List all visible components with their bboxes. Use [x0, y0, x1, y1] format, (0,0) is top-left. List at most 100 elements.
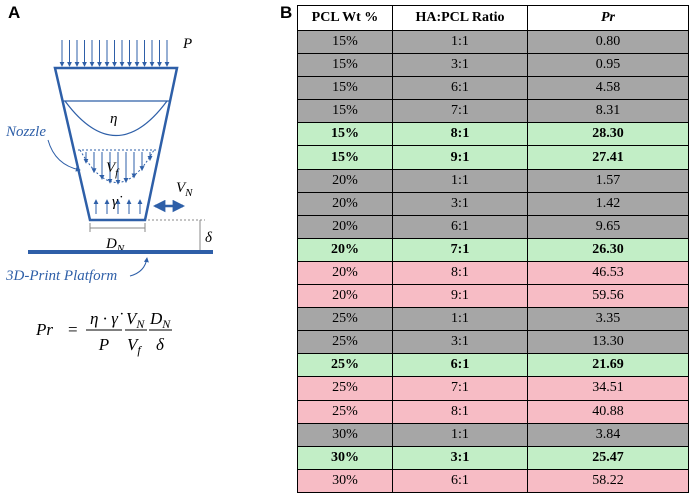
- table-cell: 8.31: [527, 99, 689, 124]
- formula-lhs: Pr: [35, 320, 53, 339]
- panel-label: B: [280, 3, 292, 22]
- table-cell: 46.53: [527, 260, 689, 286]
- table-cell: 4.58: [527, 76, 689, 101]
- table-cell: 25%: [297, 330, 393, 355]
- table-row: 25% 6:1 21.69: [297, 353, 689, 378]
- load-label: P: [182, 36, 192, 52]
- subscript: f: [115, 167, 120, 179]
- table-row: 30% 1:1 3.84: [297, 422, 689, 447]
- table-cell: 20%: [297, 260, 393, 286]
- table-cell: 15%: [297, 145, 393, 170]
- table-cell: 28.30: [527, 122, 689, 147]
- column-header: Pr: [527, 5, 689, 31]
- table-cell: 25%: [297, 353, 393, 378]
- table-cell: 59.56: [527, 284, 689, 309]
- table-row: 20% 9:1 59.56: [297, 284, 689, 309]
- table-cell: 58.22: [527, 468, 689, 493]
- column-header: HA:PCL Ratio: [392, 5, 528, 31]
- table-cell: 3.84: [527, 422, 689, 447]
- table-cell: 0.95: [527, 53, 689, 78]
- table-row: 30% 6:1 58.22: [297, 468, 689, 493]
- subscript: N: [116, 243, 125, 255]
- table-cell: 8:1: [392, 260, 528, 286]
- table-cell: 27.41: [527, 145, 689, 170]
- table-row: 20% 8:1 46.53: [297, 260, 689, 286]
- formula-numerator: η · γ̇: [90, 309, 123, 328]
- table-row: 15% 8:1 28.30: [297, 122, 689, 147]
- viscosity-label: η: [110, 111, 117, 127]
- table-cell: 20%: [297, 284, 393, 309]
- table-cell: 20%: [297, 237, 393, 262]
- table-cell: 25%: [297, 399, 393, 424]
- table-cell: 30%: [297, 445, 393, 470]
- formula-numerator: DN: [149, 309, 171, 331]
- table-row: 25% 3:1 13.30: [297, 330, 689, 355]
- platform-label: 3D-Print Platform: [5, 268, 117, 284]
- diameter-label: DN: [105, 236, 125, 255]
- table-cell: 30%: [297, 422, 393, 447]
- table-cell: 6:1: [392, 353, 528, 378]
- nozzle-label: Nozzle: [5, 124, 46, 140]
- table-cell: 1:1: [392, 307, 528, 332]
- table-row: 30% 3:1 25.47: [297, 445, 689, 470]
- table-cell: 15%: [297, 53, 393, 78]
- table-cell: 9:1: [392, 145, 528, 170]
- table-row: 15% 6:1 4.58: [297, 76, 689, 101]
- panel-label: A: [8, 3, 20, 22]
- table-cell: 1:1: [392, 422, 528, 447]
- table-cell: 20%: [297, 191, 393, 216]
- table-cell: 15%: [297, 122, 393, 147]
- table-cell: 1:1: [392, 168, 528, 193]
- nozzle-velocity-label: VN: [176, 180, 193, 199]
- table-cell: 1.57: [527, 168, 689, 193]
- table-cell: 21.69: [527, 353, 689, 378]
- viscosity-profile: [64, 100, 168, 136]
- table-cell: 8:1: [392, 122, 528, 147]
- table-cell: 15%: [297, 29, 393, 55]
- formula-numerator: VN: [126, 309, 145, 331]
- table-cell: 3:1: [392, 53, 528, 78]
- table-row: 20% 1:1 1.57: [297, 168, 689, 193]
- formula: Pr = η · γ̇ P VN Vf DN δ: [35, 309, 172, 357]
- table-cell: 7:1: [392, 99, 528, 124]
- table-row: 20% 6:1 9.65: [297, 214, 689, 239]
- table-cell: 9.65: [527, 214, 689, 239]
- table-cell: 7:1: [392, 376, 528, 401]
- formula-equals: =: [68, 320, 78, 339]
- table-cell: 20%: [297, 214, 393, 239]
- table-cell: 13.30: [527, 330, 689, 355]
- table-cell: 25%: [297, 307, 393, 332]
- table-cell: 34.51: [527, 376, 689, 401]
- table-cell: 26.30: [527, 237, 689, 262]
- table-cell: 6:1: [392, 76, 528, 101]
- table-row: 15% 3:1 0.95: [297, 53, 689, 78]
- results-table: PCL Wt % HA:PCL Ratio Pr 15% 1:1 0.80 15% 3:1 0…: [297, 5, 689, 493]
- table-cell: 15%: [297, 99, 393, 124]
- table-row: 25% 8:1 40.88: [297, 399, 689, 424]
- subscript: N: [184, 187, 193, 199]
- table-cell: 3:1: [392, 330, 528, 355]
- table-cell: 15%: [297, 76, 393, 101]
- flow-velocity-label: Vf: [106, 160, 120, 179]
- subscript: f: [137, 343, 142, 357]
- table-cell: 20%: [297, 168, 393, 193]
- table-cell: 3:1: [392, 191, 528, 216]
- symbol: V: [176, 180, 187, 196]
- symbol: V: [106, 160, 117, 176]
- formula-denominator: P: [98, 335, 109, 354]
- table-cell: 30%: [297, 468, 393, 493]
- table-row: 20% 3:1 1.42: [297, 191, 689, 216]
- table-row: 25% 7:1 34.51: [297, 376, 689, 401]
- subscript: N: [135, 317, 145, 331]
- gap-label: δ: [205, 230, 213, 246]
- symbol: D: [105, 236, 117, 252]
- table-cell: 25%: [297, 376, 393, 401]
- table-cell: 1:1: [392, 29, 528, 55]
- column-header: PCL Wt %: [297, 5, 393, 31]
- shear-rate-label: γ̇: [112, 194, 123, 210]
- table-row: 15% 7:1 8.31: [297, 99, 689, 124]
- table-cell: 6:1: [392, 214, 528, 239]
- symbol: D: [149, 309, 163, 328]
